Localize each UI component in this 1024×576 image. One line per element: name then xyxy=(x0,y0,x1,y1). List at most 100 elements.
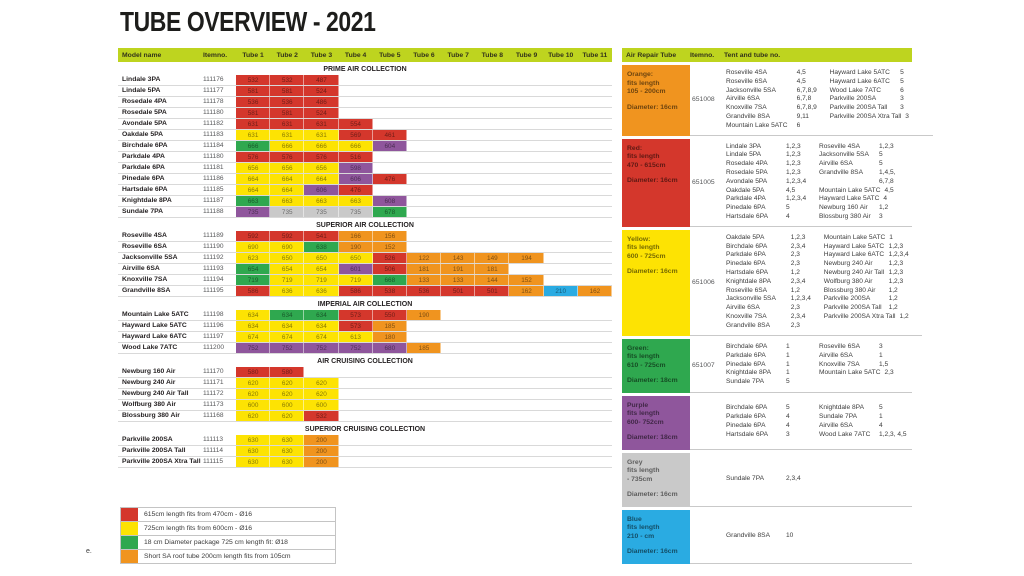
repair-list: Birchdale 6PA 1 Parkdale 6PA 1 Pinedale 6PA 1… xyxy=(726,343,819,387)
tube-numbers: 9,11 xyxy=(796,112,809,120)
tube-cell-empty xyxy=(544,130,578,140)
tube-cell-empty xyxy=(578,163,612,173)
repair-label: Orange: fits length 105 - 200cm xyxy=(627,71,666,95)
table-row: Roseville 4SA 111189 592 592 541 166 156 xyxy=(118,231,612,242)
repair-entry: Airville 6SA 2,3 xyxy=(726,304,821,313)
table-row: Avondale 5PA 111182 631 631 631 554 xyxy=(118,119,612,130)
legend-rows: 615cm length fits from 470cm - Ø16 725cm … xyxy=(121,508,335,563)
tube-cell: 654 xyxy=(304,264,339,274)
repair-entry: Roseville 6SA 4,5 xyxy=(726,78,827,87)
tube-cell: 526 xyxy=(372,253,407,263)
tent-name: Hayward Lake 5ATC xyxy=(819,195,880,203)
tube-cell: 576 xyxy=(270,152,305,162)
model-name: Wolfburg 380 Air xyxy=(122,401,177,408)
tent-name: Hartsdale 6PA xyxy=(726,212,769,220)
tent-name: Parkville 200SA xyxy=(829,95,877,103)
tube-numbers: 1,2,3,4 xyxy=(786,177,807,185)
tube-numbers: 4,5 xyxy=(884,186,894,194)
tube-cell: 664 xyxy=(236,185,271,195)
repair-entry: Lindale 5PA 1,2,3 xyxy=(726,151,816,160)
tube-cell: 636 xyxy=(270,286,305,296)
repair-block-content: 651005 Lindale 3PA 1,2,3 Lindale 5PA 1,2,3 Ro… xyxy=(690,139,912,227)
tube-cell-empty xyxy=(339,378,373,388)
tube-cell-empty xyxy=(407,75,441,85)
model-name: Rosedale 5PA xyxy=(122,109,167,116)
table-row: Lindale 5PA 111177 581 581 524 xyxy=(118,86,612,97)
repair-list xyxy=(819,475,912,484)
repair-entry: Roseville 6SA 1,2 xyxy=(726,287,821,296)
tent-name: Parkdale 6PA xyxy=(726,413,766,421)
tube-cell: 501 xyxy=(475,286,510,296)
tube-cell: 752 xyxy=(304,343,339,353)
tube-cell-empty xyxy=(475,242,509,252)
tent-name: Hayward Lake 6ATC xyxy=(823,251,885,259)
tube-cell-empty xyxy=(475,163,509,173)
repair-entry: Mountain Lake 5ATC 6 xyxy=(726,122,827,131)
tube-numbers: 1 xyxy=(786,360,790,368)
tube-cell-empty xyxy=(509,141,543,151)
tube-cell-empty xyxy=(339,75,373,85)
item-number: 111194 xyxy=(203,276,224,283)
repair-entry: Birchdale 6PA 5 xyxy=(726,404,816,413)
tube-cell-empty xyxy=(544,389,578,399)
tube-cell-empty xyxy=(509,321,543,331)
tube-cell-empty xyxy=(509,400,543,410)
tent-name: Lindale 5PA xyxy=(726,151,762,159)
tube-cell: 634 xyxy=(236,321,271,331)
item-number: 111113 xyxy=(203,436,224,443)
tube-cell: 613 xyxy=(338,332,373,342)
tube-cell-empty xyxy=(339,108,373,118)
tube-cell-empty xyxy=(578,264,612,274)
tube-cell: 620 xyxy=(304,378,339,388)
tube-cell-empty xyxy=(441,119,475,129)
model-name: Lindale 3PA xyxy=(122,76,161,83)
table-row: Parkdale 6PA 111181 656 656 656 598 xyxy=(118,163,612,174)
tent-name: Parkville 200SA Tall xyxy=(829,104,888,112)
column-header: Tube 1 xyxy=(242,51,264,59)
tent-name: Hayward Lake 5ATC xyxy=(823,242,885,250)
tent-name: Oakdale 5PA xyxy=(726,233,765,241)
model-name: Hartsdale 6PA xyxy=(122,186,168,193)
repair-block-content: Grandville 8SA 10 xyxy=(690,510,912,564)
column-header: Tube 4 xyxy=(344,51,367,59)
tube-cell-empty xyxy=(407,231,441,241)
tube-cell: 668 xyxy=(372,275,407,285)
table-row: Airville 6SA 111193 654 654 654 601 506 181 191 1… xyxy=(118,264,612,275)
repair-entry: Birchdale 6PA 2,3,4 xyxy=(726,243,821,252)
tube-numbers: 2,3 xyxy=(790,304,800,312)
tube-cell: 532 xyxy=(270,75,305,85)
tube-cell: 620 xyxy=(236,378,271,388)
tube-cell: 634 xyxy=(304,310,339,320)
repair-color-box: Blue fits length 210 - cm Diameter: 16cm xyxy=(622,509,690,564)
tube-cell: 735 xyxy=(270,207,305,217)
tube-numbers: 1,2 xyxy=(790,286,800,294)
tube-cell-empty xyxy=(441,389,475,399)
tube-cell-empty xyxy=(544,185,578,195)
tube-cell-empty xyxy=(407,321,441,331)
repair-lists: Sundale 7PA 2,3,4 xyxy=(726,475,912,484)
repair-label: Red: fits length 470 - 615cm xyxy=(627,144,666,169)
tube-cell-empty xyxy=(544,174,578,184)
tube-numbers: 5 xyxy=(879,404,883,412)
repair-entry: Mountain Lake 5ATC 2,3 xyxy=(819,369,909,378)
tube-cell-empty xyxy=(475,310,509,320)
table-row: Newburg 240 Air 111171 620 620 620 xyxy=(118,378,612,389)
legend-text: Short SA roof tube 200cm length fits fro… xyxy=(144,553,291,560)
tube-cell-empty xyxy=(475,174,509,184)
model-name: Wood Lake 7ATC xyxy=(122,344,178,351)
tube-cell-empty xyxy=(578,446,612,456)
tube-numbers: 4 xyxy=(879,422,883,430)
tube-cell: 133 xyxy=(406,275,442,285)
tube-cell-empty xyxy=(373,446,407,456)
tube-cell-empty xyxy=(407,378,441,388)
tube-cell: 654 xyxy=(270,264,305,274)
tube-cell-empty xyxy=(509,152,543,162)
tube-cell-empty xyxy=(407,207,441,217)
tube-cell-empty xyxy=(475,343,509,353)
tube-cell-empty xyxy=(441,141,475,151)
repair-itemno: 651008 xyxy=(692,96,715,104)
item-number: 111192 xyxy=(203,254,224,261)
item-number: 111173 xyxy=(203,401,224,408)
repair-entry: Hartsdale 6PA 4 xyxy=(726,213,816,222)
item-number: 111182 xyxy=(203,120,224,127)
